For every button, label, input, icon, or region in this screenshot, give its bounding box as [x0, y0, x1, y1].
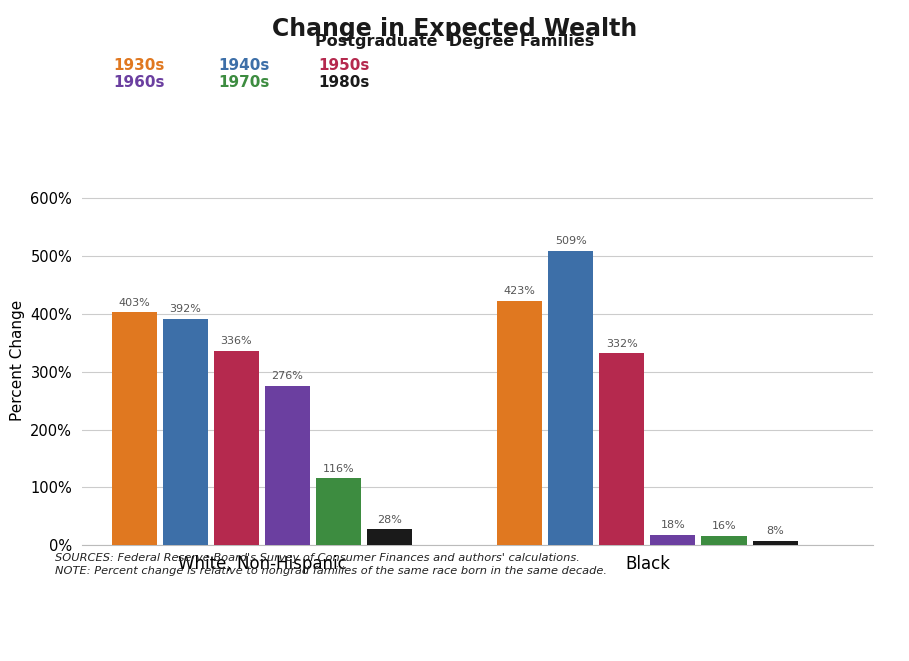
Bar — [548, 251, 594, 545]
Bar — [163, 319, 208, 545]
Text: 1950s: 1950s — [318, 58, 370, 73]
Bar — [599, 353, 644, 545]
Text: 1930s: 1930s — [114, 58, 165, 73]
Text: 8%: 8% — [766, 526, 784, 536]
Bar — [112, 312, 157, 545]
Text: Postgraduate  Degree Families: Postgraduate Degree Families — [315, 34, 594, 50]
Y-axis label: Percent Change: Percent Change — [10, 299, 25, 421]
Text: SOURCES: Federal Reserve Board's Survey of Consumer Finances and authors' calcul: SOURCES: Federal Reserve Board's Survey … — [55, 553, 579, 563]
Text: Change in Expected Wealth: Change in Expected Wealth — [272, 17, 637, 40]
Text: 392%: 392% — [169, 304, 202, 314]
Text: 1960s: 1960s — [114, 75, 165, 91]
Text: 332%: 332% — [606, 338, 638, 348]
Bar — [702, 536, 746, 545]
Bar — [497, 301, 543, 545]
Text: 1940s: 1940s — [218, 58, 270, 73]
Text: 336%: 336% — [221, 336, 253, 346]
Bar — [316, 479, 361, 545]
Bar — [367, 529, 412, 545]
Text: 423%: 423% — [504, 286, 535, 296]
Text: 116%: 116% — [323, 463, 355, 473]
Bar — [651, 535, 695, 545]
Text: 1980s: 1980s — [318, 75, 370, 91]
Bar — [753, 541, 797, 545]
Text: ST. LOUIS: ST. LOUIS — [335, 627, 433, 643]
Text: of: of — [300, 627, 317, 643]
Text: NOTE: Percent change is relative to nongrad families of the same race born in th: NOTE: Percent change is relative to nong… — [55, 566, 606, 576]
Text: FEDERAL RESERVE BANK: FEDERAL RESERVE BANK — [29, 627, 295, 643]
Text: 403%: 403% — [118, 297, 150, 307]
Text: 28%: 28% — [377, 514, 402, 525]
Bar — [214, 351, 259, 545]
Bar — [265, 385, 310, 545]
Text: 1970s: 1970s — [218, 75, 270, 91]
Text: 16%: 16% — [712, 522, 736, 531]
Text: 509%: 509% — [555, 236, 586, 247]
Text: 276%: 276% — [272, 371, 304, 381]
Text: 18%: 18% — [661, 520, 685, 530]
